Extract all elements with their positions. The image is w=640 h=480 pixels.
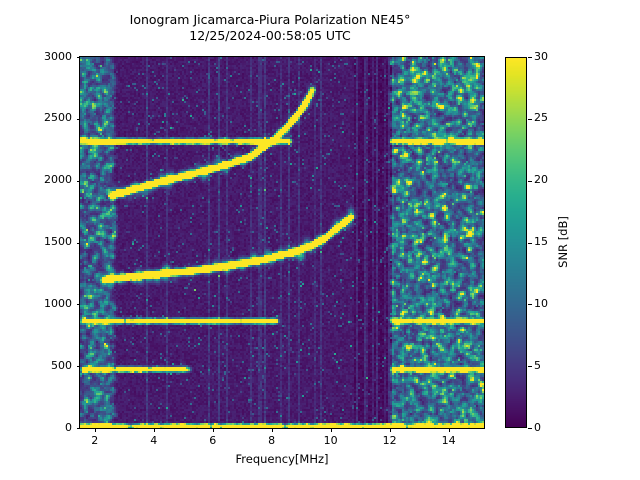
heatmap-plot-area[interactable] [79, 56, 485, 429]
x-tick-label: 12 [382, 434, 397, 447]
x-tick-mark [390, 428, 391, 432]
y-tick-mark [76, 243, 80, 244]
colorbar-tick-label: 30 [534, 49, 548, 63]
colorbar-tick-mark [528, 428, 532, 429]
x-tick-label: 8 [268, 434, 276, 447]
y-tick-label: 2000 [44, 173, 72, 187]
x-tick-label: 10 [323, 434, 338, 447]
y-tick-label: 1000 [44, 296, 72, 310]
y-tick-label: 0 [65, 420, 72, 434]
colorbar-tick-label: 25 [534, 111, 548, 125]
colorbar-tick-mark [528, 57, 532, 58]
y-tick-label: 3000 [44, 49, 72, 63]
y-tick-mark [76, 428, 80, 429]
colorbar-tick-mark [528, 243, 532, 244]
colorbar[interactable] [505, 57, 527, 428]
colorbar-label: SNR [dB] [556, 216, 570, 268]
x-tick-mark [154, 428, 155, 432]
x-tick-label: 6 [209, 434, 217, 447]
colorbar-tick-label: 15 [534, 235, 548, 248]
x-tick-label: 14 [441, 434, 456, 447]
x-tick-mark [331, 428, 332, 432]
y-tick-label: 2500 [44, 111, 72, 125]
colorbar-tick-mark [528, 366, 532, 367]
colorbar-tick-mark [528, 181, 532, 182]
ionogram-heatmap-canvas[interactable] [80, 57, 484, 428]
y-tick-mark [76, 366, 80, 367]
colorbar-tick-label: 20 [534, 173, 548, 187]
colorbar-tick-mark [528, 304, 532, 305]
chart-title: Ionogram Jicamarca-Piura Polarization NE… [129, 12, 411, 43]
colorbar-tick-label: 5 [534, 358, 541, 372]
x-tick-mark [449, 428, 450, 432]
y-tick-label: 500 [51, 358, 72, 372]
x-tick-label: 2 [91, 434, 99, 447]
x-tick-mark [272, 428, 273, 432]
colorbar-tick-mark [528, 119, 532, 120]
x-tick-mark [213, 428, 214, 432]
colorbar-gradient [505, 57, 527, 428]
y-tick-mark [76, 57, 80, 58]
colorbar-tick-label: 10 [534, 296, 548, 310]
y-tick-mark [76, 181, 80, 182]
x-tick-label: 4 [150, 434, 158, 447]
x-axis-label: Frequency[MHz] [235, 452, 329, 466]
y-tick-label: 1500 [44, 235, 72, 248]
y-tick-mark [76, 119, 80, 120]
x-tick-mark [95, 428, 96, 432]
colorbar-tick-label: 0 [534, 420, 541, 434]
y-tick-mark [76, 304, 80, 305]
